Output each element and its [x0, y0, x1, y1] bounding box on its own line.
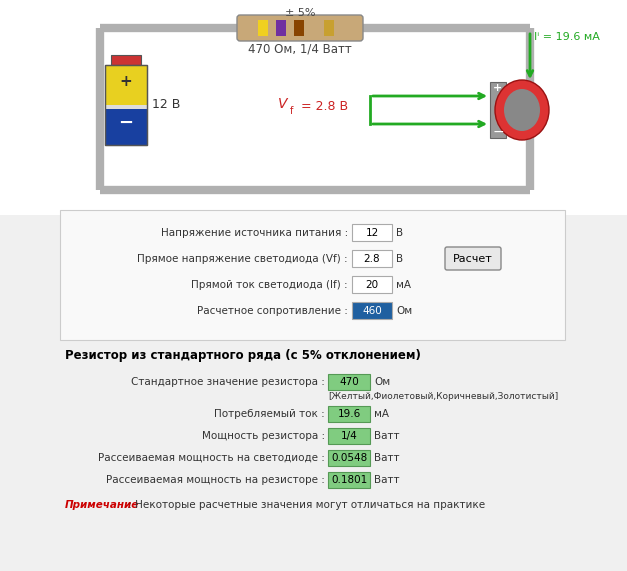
Text: мА: мА [396, 279, 411, 289]
Text: Примечание: Примечание [65, 500, 139, 510]
Bar [294, 20, 304, 36]
Text: Рассеиваемая мощность на резисторе :: Рассеиваемая мощность на резисторе : [106, 475, 325, 485]
Text: В: В [396, 227, 403, 238]
Text: Расчет: Расчет [453, 254, 493, 263]
Bar [352, 276, 392, 293]
Bar [352, 302, 392, 319]
Text: В: В [396, 254, 403, 263]
Text: 460: 460 [362, 305, 382, 316]
Text: ± 5%: ± 5% [285, 8, 315, 18]
Ellipse shape [495, 80, 549, 140]
Text: Мощность резистора :: Мощность резистора : [202, 431, 325, 441]
Text: 20: 20 [366, 279, 379, 289]
Text: Прямое напряжение светодиода (Vf) :: Прямое напряжение светодиода (Vf) : [137, 254, 348, 263]
Text: V: V [278, 97, 288, 111]
Text: Стандартное значение резистора :: Стандартное значение резистора : [131, 377, 325, 387]
Text: мА: мА [374, 409, 389, 419]
Bar [258, 20, 268, 36]
Text: Прямой ток светодиода (If) :: Прямой ток светодиода (If) : [191, 279, 348, 289]
Text: = 2.8 В: = 2.8 В [297, 99, 348, 112]
Bar [105, 105, 147, 109]
Bar [328, 374, 370, 390]
Text: Ом: Ом [396, 305, 412, 316]
Bar [352, 250, 392, 267]
Text: 12 В: 12 В [152, 99, 181, 111]
Text: [Желтый,Фиолетовый,Коричневый,Золотистый]: [Желтый,Фиолетовый,Коричневый,Золотистый… [328, 392, 558, 401]
FancyBboxPatch shape [237, 15, 363, 41]
Text: 19.6: 19.6 [337, 409, 361, 419]
Bar [328, 472, 370, 488]
Bar [0, 0, 627, 215]
Bar [105, 65, 147, 145]
Text: Iⁱ = 19.6 мА: Iⁱ = 19.6 мА [534, 32, 600, 42]
Text: Ватт: Ватт [374, 453, 399, 463]
Text: 470 Ом, 1/4 Ватт: 470 Ом, 1/4 Ватт [248, 42, 352, 55]
Bar [490, 82, 506, 138]
Text: −: − [119, 114, 134, 132]
Text: Напряжение источника питания :: Напряжение источника питания : [161, 227, 348, 238]
Bar [352, 224, 392, 241]
FancyBboxPatch shape [445, 247, 501, 270]
Bar [105, 107, 147, 145]
Bar [276, 20, 286, 36]
Text: Ватт: Ватт [374, 475, 399, 485]
Text: Резистор из стандартного ряда (с 5% отклонением): Резистор из стандартного ряда (с 5% откл… [65, 349, 421, 363]
Text: 0.1801: 0.1801 [331, 475, 367, 485]
Text: Ватт: Ватт [374, 431, 399, 441]
Text: Потребляемый ток :: Потребляемый ток : [214, 409, 325, 419]
Text: 12: 12 [366, 227, 379, 238]
Bar [328, 406, 370, 422]
Bar [105, 65, 147, 107]
Bar [111, 55, 141, 65]
Text: 1/4: 1/4 [340, 431, 357, 441]
Bar [328, 450, 370, 466]
Text: 0.0548: 0.0548 [331, 453, 367, 463]
Text: Расчетное сопротивление :: Расчетное сопротивление : [197, 305, 348, 316]
Bar [328, 428, 370, 444]
Ellipse shape [504, 89, 540, 131]
Text: 470: 470 [339, 377, 359, 387]
Bar [60, 210, 565, 340]
Text: Ом: Ом [374, 377, 390, 387]
Text: +: + [120, 74, 132, 90]
Text: : Некоторые расчетные значения могут отличаться на практике: : Некоторые расчетные значения могут отл… [125, 500, 485, 510]
Bar [324, 20, 334, 36]
Text: −: − [492, 125, 504, 139]
Text: +: + [493, 83, 503, 93]
Text: f: f [290, 106, 293, 116]
Text: Рассеиваемая мощность на светодиоде :: Рассеиваемая мощность на светодиоде : [98, 453, 325, 463]
Text: 2.8: 2.8 [364, 254, 381, 263]
